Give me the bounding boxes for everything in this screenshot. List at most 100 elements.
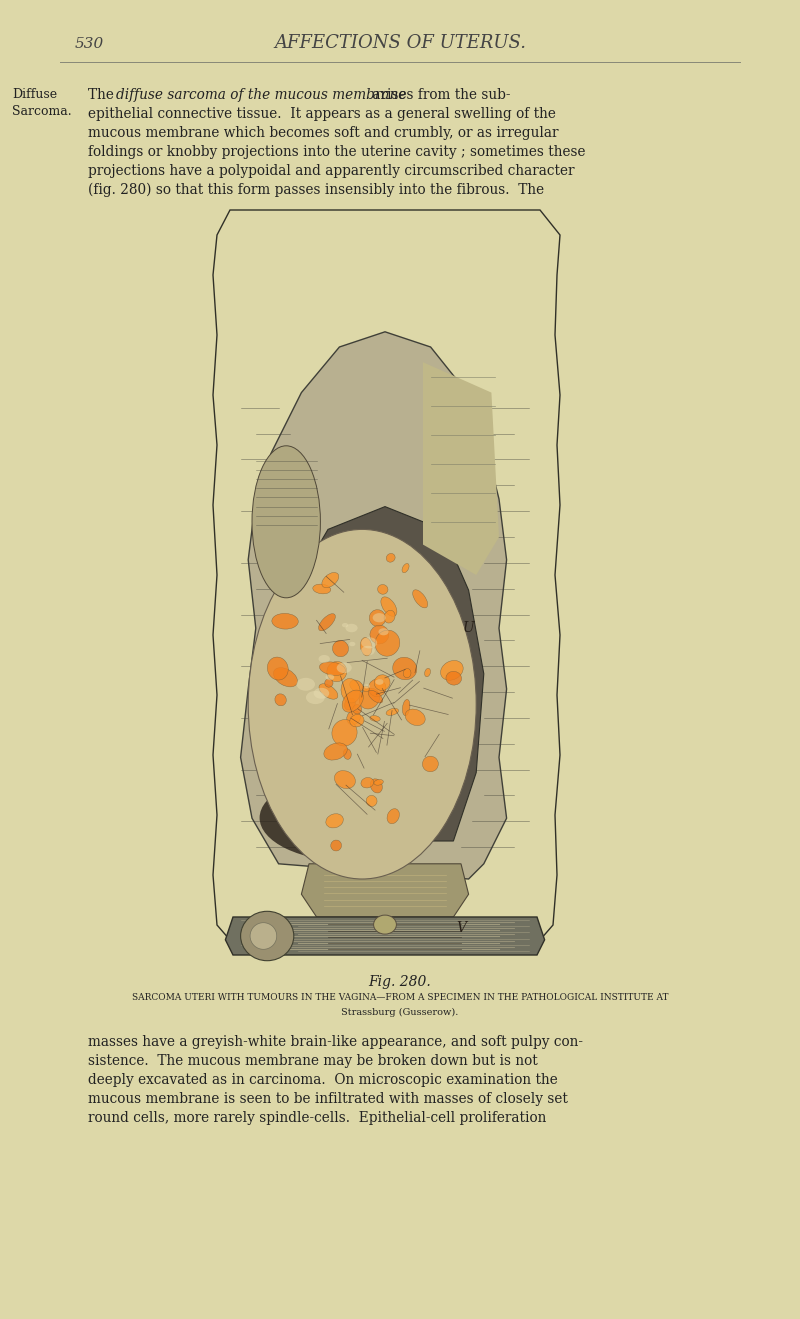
- Ellipse shape: [330, 840, 342, 851]
- Ellipse shape: [362, 637, 377, 649]
- Ellipse shape: [333, 641, 349, 657]
- Ellipse shape: [441, 661, 463, 681]
- Ellipse shape: [375, 630, 400, 656]
- Ellipse shape: [370, 625, 389, 644]
- Ellipse shape: [386, 708, 398, 715]
- Text: sistence.  The mucous membrane may be broken down but is not: sistence. The mucous membrane may be bro…: [88, 1054, 538, 1068]
- Ellipse shape: [364, 685, 370, 689]
- Ellipse shape: [342, 623, 348, 628]
- Ellipse shape: [402, 699, 410, 716]
- Ellipse shape: [250, 923, 277, 950]
- Text: 530: 530: [75, 37, 104, 51]
- Ellipse shape: [387, 809, 399, 823]
- Text: epithelial connective tissue.  It appears as a general swelling of the: epithelial connective tissue. It appears…: [88, 107, 556, 121]
- Ellipse shape: [337, 662, 352, 673]
- Text: mucous membrane which becomes soft and crumbly, or as irregular: mucous membrane which becomes soft and c…: [88, 127, 558, 140]
- Ellipse shape: [248, 529, 476, 878]
- Ellipse shape: [350, 715, 364, 727]
- Ellipse shape: [375, 679, 383, 685]
- Bar: [195, 195, 575, 955]
- Ellipse shape: [341, 678, 360, 703]
- Ellipse shape: [425, 669, 430, 677]
- Text: V: V: [456, 922, 466, 935]
- Ellipse shape: [381, 596, 397, 616]
- Ellipse shape: [359, 689, 380, 708]
- Ellipse shape: [405, 710, 426, 725]
- Ellipse shape: [252, 446, 320, 598]
- Text: round cells, more rarely spindle-cells.  Epithelial-cell proliferation: round cells, more rarely spindle-cells. …: [88, 1111, 546, 1125]
- Polygon shape: [241, 332, 506, 878]
- Ellipse shape: [378, 584, 388, 595]
- Ellipse shape: [326, 674, 334, 681]
- Ellipse shape: [360, 637, 372, 656]
- Ellipse shape: [374, 780, 383, 785]
- Ellipse shape: [241, 911, 294, 960]
- Ellipse shape: [370, 609, 386, 627]
- Ellipse shape: [325, 679, 333, 687]
- Ellipse shape: [370, 716, 380, 721]
- Polygon shape: [423, 363, 499, 575]
- Ellipse shape: [343, 749, 351, 760]
- Ellipse shape: [370, 778, 382, 793]
- Ellipse shape: [446, 671, 462, 685]
- Ellipse shape: [334, 770, 355, 789]
- Ellipse shape: [346, 624, 358, 632]
- Ellipse shape: [318, 613, 335, 630]
- Ellipse shape: [386, 554, 395, 562]
- Text: mucous membrane is seen to be infiltrated with masses of closely set: mucous membrane is seen to be infiltrate…: [88, 1092, 568, 1107]
- Text: diffuse sarcoma of the mucous membrane: diffuse sarcoma of the mucous membrane: [116, 88, 406, 102]
- Text: arises from the sub-: arises from the sub-: [368, 88, 510, 102]
- Text: (fig. 280) so that this form passes insensibly into the fibrous.  The: (fig. 280) so that this form passes inse…: [88, 183, 544, 198]
- Ellipse shape: [422, 756, 438, 772]
- Ellipse shape: [361, 777, 374, 787]
- Ellipse shape: [378, 628, 389, 636]
- Ellipse shape: [384, 611, 395, 623]
- Ellipse shape: [297, 678, 315, 691]
- Ellipse shape: [275, 694, 286, 706]
- Ellipse shape: [366, 795, 377, 806]
- Ellipse shape: [353, 704, 362, 714]
- Ellipse shape: [374, 915, 397, 934]
- Text: U: U: [462, 621, 474, 636]
- Ellipse shape: [324, 743, 347, 760]
- Ellipse shape: [346, 711, 361, 724]
- Polygon shape: [271, 506, 484, 842]
- Ellipse shape: [326, 814, 343, 828]
- Ellipse shape: [306, 691, 325, 704]
- Text: The: The: [88, 88, 118, 102]
- Text: Sarcoma.: Sarcoma.: [12, 106, 72, 117]
- Text: Fig. 280.: Fig. 280.: [369, 975, 431, 989]
- Ellipse shape: [373, 613, 386, 623]
- Ellipse shape: [374, 675, 390, 690]
- Ellipse shape: [319, 662, 346, 675]
- Ellipse shape: [313, 584, 330, 594]
- Polygon shape: [226, 917, 545, 955]
- Ellipse shape: [327, 661, 346, 682]
- Ellipse shape: [342, 690, 363, 712]
- Ellipse shape: [322, 572, 338, 588]
- Text: Diffuse: Diffuse: [12, 88, 57, 102]
- Ellipse shape: [274, 667, 298, 687]
- Polygon shape: [213, 210, 560, 940]
- Ellipse shape: [402, 563, 409, 572]
- Text: SARCOMA UTERI WITH TUMOURS IN THE VAGINA—FROM A SPECIMEN IN THE PATHOLOGICAL INS: SARCOMA UTERI WITH TUMOURS IN THE VAGINA…: [132, 993, 668, 1002]
- Ellipse shape: [332, 720, 357, 747]
- Text: AFFECTIONS OF UTERUS.: AFFECTIONS OF UTERUS.: [274, 34, 526, 51]
- Ellipse shape: [350, 681, 363, 692]
- Ellipse shape: [267, 657, 288, 681]
- Ellipse shape: [369, 679, 386, 696]
- Ellipse shape: [393, 657, 417, 679]
- Ellipse shape: [368, 690, 382, 703]
- Text: deeply excavated as in carcinoma.  On microscopic examination the: deeply excavated as in carcinoma. On mic…: [88, 1072, 558, 1087]
- Ellipse shape: [362, 686, 370, 691]
- Ellipse shape: [403, 669, 411, 678]
- Text: foldings or knobby projections into the uterine cavity ; sometimes these: foldings or knobby projections into the …: [88, 145, 586, 160]
- Text: Strassburg (Gusserow).: Strassburg (Gusserow).: [342, 1008, 458, 1017]
- Text: masses have a greyish-white brain-like appearance, and soft pulpy con-: masses have a greyish-white brain-like a…: [88, 1035, 583, 1049]
- Ellipse shape: [361, 646, 375, 656]
- Text: projections have a polypoidal and apparently circumscribed character: projections have a polypoidal and appare…: [88, 164, 574, 178]
- Ellipse shape: [319, 683, 338, 699]
- Ellipse shape: [413, 590, 428, 608]
- Ellipse shape: [314, 687, 330, 699]
- Ellipse shape: [272, 613, 298, 629]
